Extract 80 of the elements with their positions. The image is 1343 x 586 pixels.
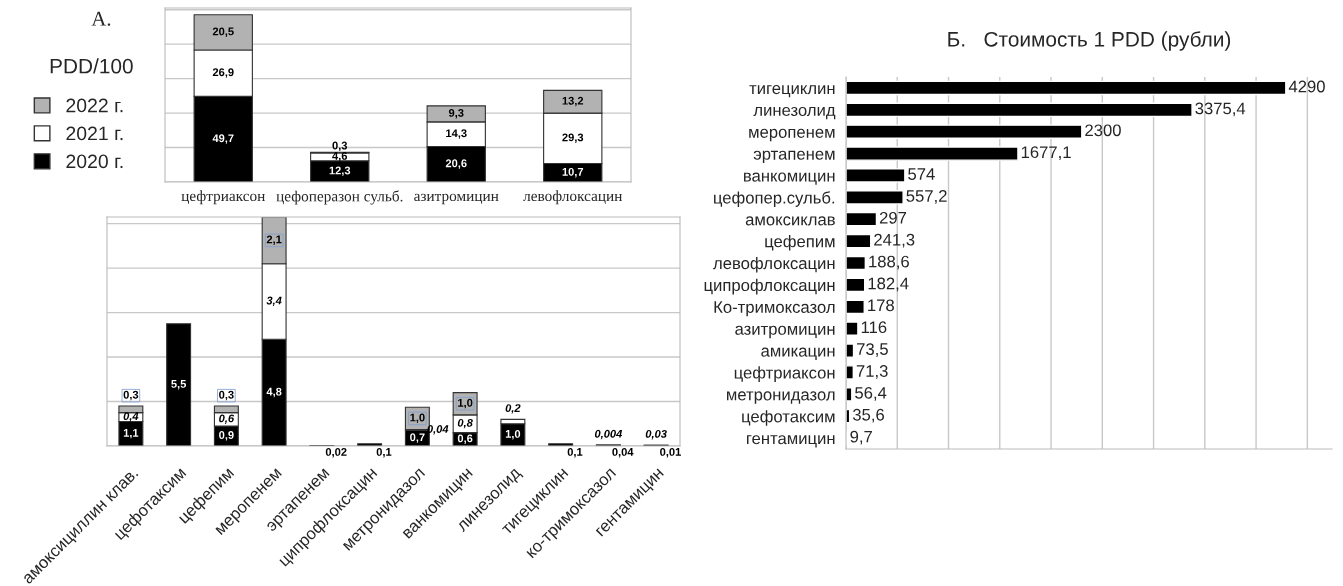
data-label: 0,04 [612,447,634,458]
y-tick-label: ванкомицин [744,172,835,185]
y-tick-label: меропенем [749,128,835,142]
y-tick-label: метронидазол [727,391,835,404]
data-label: 56,4 [855,386,887,401]
data-label: 241,3 [874,233,915,248]
y-tick-label: Ко-тримоксазол [714,301,835,317]
data-label: 0,6 [457,434,473,444]
data-label: 29,3 [562,133,584,143]
y-tick-label: цефепим [765,235,835,251]
chart-title: A. [91,11,111,26]
y-axis-title: PDD/100 [50,58,133,74]
data-label: 3375,4 [1195,102,1246,117]
data-label: 0,3 [332,141,348,152]
data-label: 0,01 [660,447,681,458]
data-label: 12,3 [329,166,351,176]
data-label: 0,1 [567,447,583,458]
data-label: 0,8 [457,418,473,429]
y-tick-label: ципрофлоксацин [704,278,835,295]
data-label: 0,3 [219,390,234,401]
y-tick-label: цефотаксим [742,410,835,426]
data-label: 1,1 [123,429,139,439]
y-tick-label: гентамицин [747,435,835,448]
data-label: 14,3 [446,129,467,139]
chart-title: Б. Стоимость 1 PDD (рубли) [948,31,1231,51]
y-tick-label: цефтриаксон [734,366,835,382]
data-label: 9,3 [448,108,464,119]
data-label: 3,4 [266,296,282,307]
y-tick-label: амоксиклав [745,216,835,226]
data-label: 116 [861,321,887,334]
y-tick-label: амикацин [761,347,835,360]
data-label: 178 [868,299,894,312]
data-label: 182,4 [868,277,909,292]
data-label: 9,7 [850,430,872,445]
y-tick-label: левофлоксацин [713,256,835,273]
legend-label: 2022 г. [66,98,123,113]
data-label: 574 [908,168,935,180]
y-tick-label: азитромицин [735,325,835,339]
data-label: 2300 [1085,124,1121,137]
data-label: 0,3 [123,390,139,401]
legend-label: 2021 г. [66,126,123,141]
data-label: 0,6 [219,414,235,424]
data-label: 73,5 [857,343,888,357]
data-label: 4,8 [266,387,282,398]
data-label: 5,5 [171,380,187,390]
x-tick-label: цефтриаксон [181,190,265,205]
data-label: 297 [879,211,907,224]
y-tick-label: тигециклин [749,85,835,98]
data-label: 1677,1 [1021,146,1071,161]
data-label: 0,03 [645,429,667,440]
x-tick-label: цефоперазон сульб. [276,190,403,205]
data-label: 20,6 [445,159,467,169]
data-label: 0,02 [325,447,347,458]
data-label: 4,6 [332,151,348,162]
data-label: 188,6 [869,255,909,270]
legend-label: 2020 г. [66,154,123,169]
data-label: 4290 [1288,80,1325,93]
x-tick-label: левофлоксацин [523,190,623,205]
data-label: 1,0 [410,413,425,424]
data-label: 71,3 [856,365,888,379]
data-label: 1,0 [458,398,473,409]
data-label: 0,2 [505,404,521,414]
data-label: 557,2 [906,190,947,204]
data-label: 1,0 [505,430,521,440]
x-tick-label: азитромицин [414,193,499,205]
y-tick-label: цефопер.сульб. [714,191,835,207]
y-tick-label: линезолид [753,106,836,120]
data-label: 10,7 [562,167,584,178]
data-label: 0,004 [594,429,623,440]
data-label: 0,4 [123,412,139,422]
data-label: 26,9 [212,68,234,78]
y-tick-label: эртапенем [753,150,835,164]
data-label: 13,2 [562,96,584,107]
data-label: 0,7 [410,433,425,443]
data-label: 20,5 [212,27,234,37]
data-label: 0,1 [376,447,392,458]
data-label: 35,6 [852,408,884,423]
data-label: 2,1 [266,235,282,245]
data-label: 0,9 [219,431,234,441]
data-label: 49,7 [212,134,234,144]
